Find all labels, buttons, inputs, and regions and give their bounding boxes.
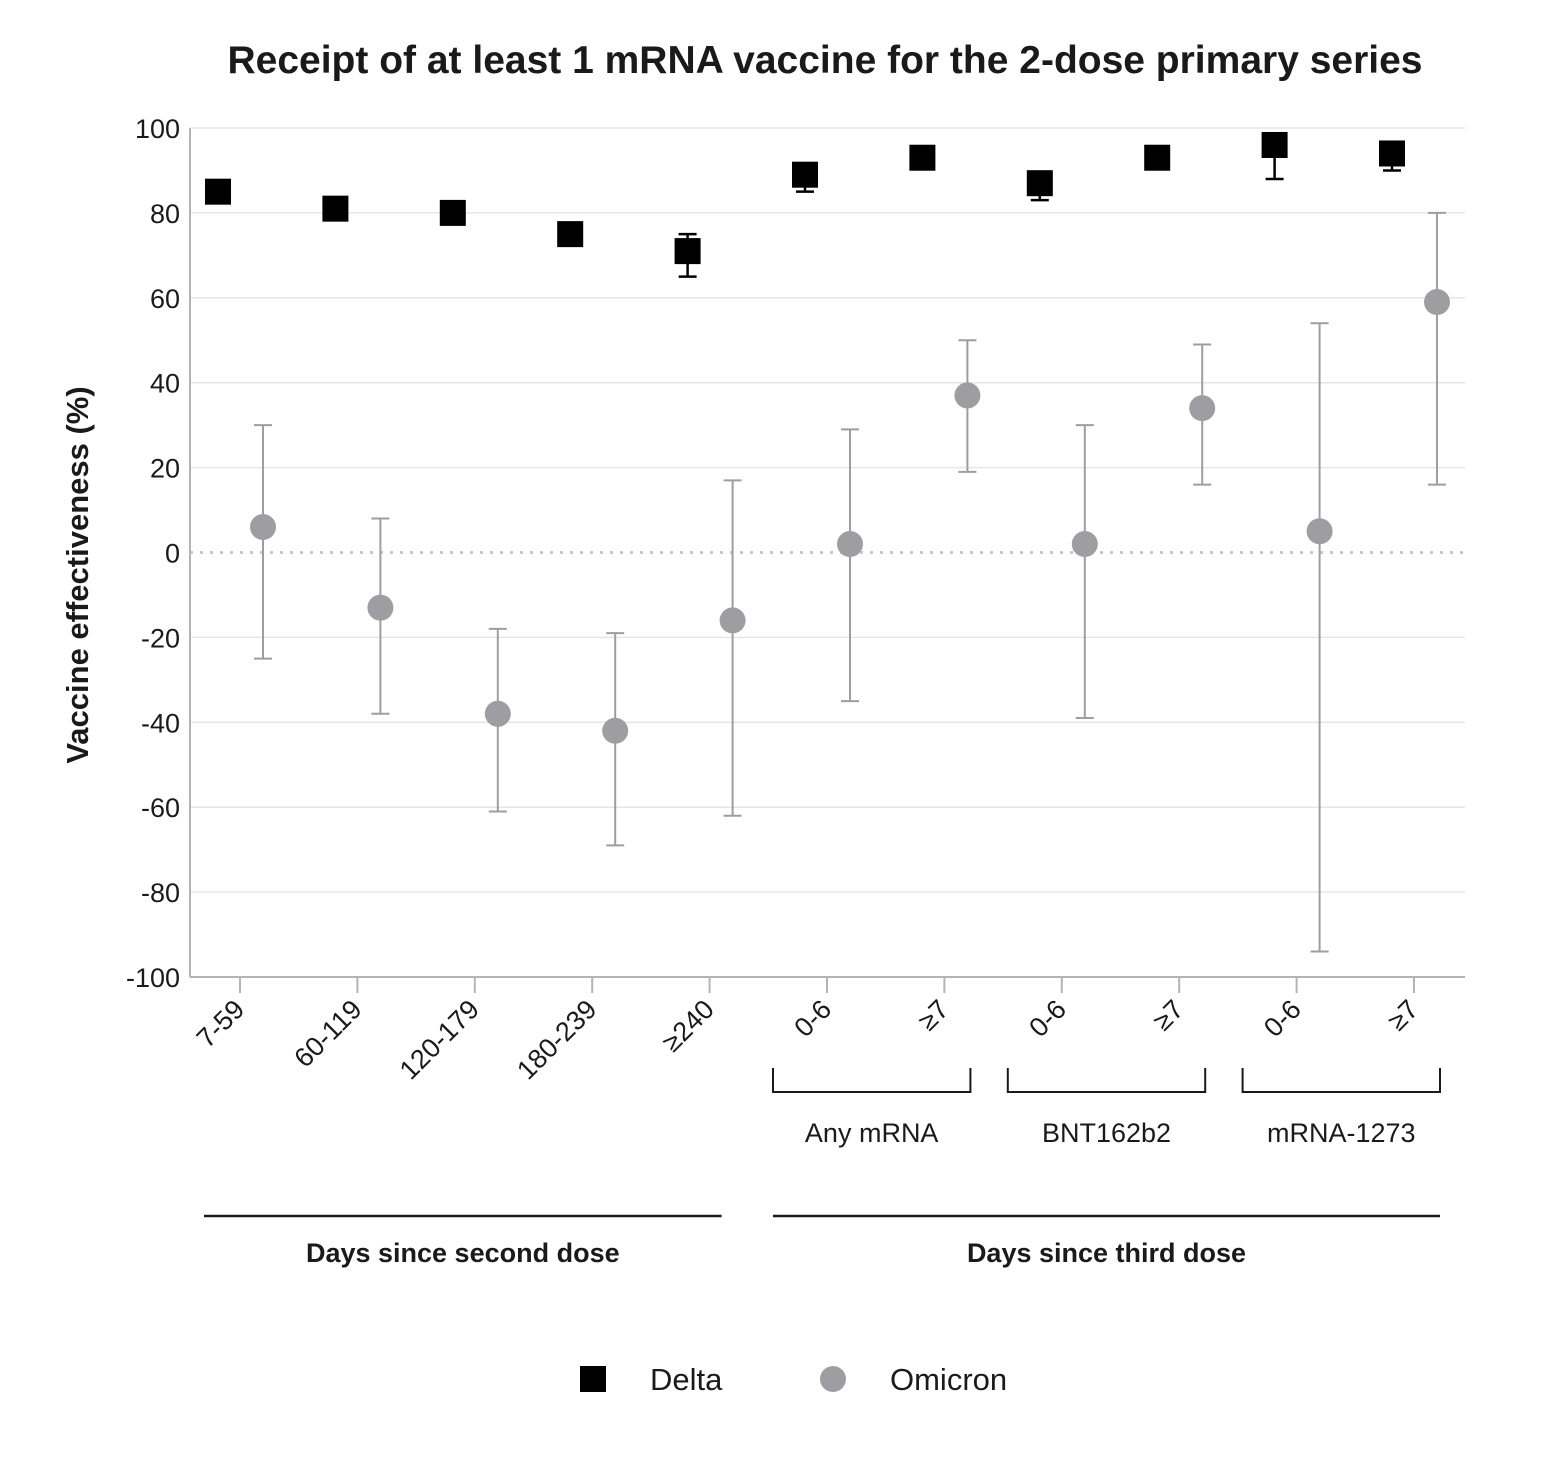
x-tick-label: 180-239 <box>511 994 602 1085</box>
omicron-error-bar <box>254 424 272 660</box>
omicron-point <box>837 531 863 558</box>
y-axis-label: Vaccine effectiveness (%) <box>60 386 95 763</box>
x-tick-label: ≥7 <box>1382 994 1424 1036</box>
delta-point <box>792 161 818 188</box>
delta-series <box>205 131 1405 278</box>
omicron-error-bar <box>841 428 859 703</box>
y-tick-label: -20 <box>141 623 180 653</box>
omicron-point <box>250 514 276 541</box>
x-tick-label: ≥7 <box>1147 994 1189 1036</box>
y-tick-label: 100 <box>135 114 180 144</box>
delta-point <box>1026 170 1053 197</box>
subgroup-label: mRNA-1273 <box>1267 1118 1416 1148</box>
y-tick-label: 20 <box>150 454 180 484</box>
legend: Delta Omicron <box>580 1362 1007 1397</box>
y-tick-label: -60 <box>141 793 180 823</box>
delta-point <box>1379 140 1405 167</box>
delta-legend-marker <box>580 1366 606 1392</box>
chart-title: Receipt of at least 1 mRNA vaccine for t… <box>227 39 1422 82</box>
x-tick-label: 7-59 <box>191 994 250 1053</box>
axes: 100 80 60 40 20 0 -20 -40 -60 -80 -100 7-59 60-119 12… <box>126 114 1465 1085</box>
delta-point <box>322 195 349 222</box>
omicron-point <box>1071 531 1098 558</box>
y-tick-label: -100 <box>126 963 180 993</box>
x-tick-label: 120-179 <box>394 994 485 1085</box>
omicron-point <box>484 700 511 727</box>
subgroup-brackets: Any mRNA BNT162b2 mRNA-1273 Days since seco… <box>204 1068 1441 1268</box>
omicron-point <box>719 607 746 634</box>
y-tick-label: 0 <box>165 539 180 569</box>
omicron-legend-label: Omicron <box>890 1362 1007 1397</box>
omicron-point <box>1424 289 1450 316</box>
x-tick-label: 0-6 <box>1258 994 1307 1043</box>
y-tick-label: -80 <box>141 878 180 908</box>
omicron-series <box>250 211 1450 953</box>
y-tick-label: 60 <box>150 284 180 314</box>
delta-point <box>205 178 231 205</box>
subgroup-label: BNT162b2 <box>1042 1118 1171 1148</box>
omicron-point <box>1306 518 1333 545</box>
omicron-point <box>1189 395 1216 422</box>
x-tick-label: ≥7 <box>912 994 954 1036</box>
subgroup-bracket <box>772 1068 972 1093</box>
omicron-point <box>602 717 629 744</box>
y-tick-label: -40 <box>141 708 180 738</box>
delta-point <box>1261 131 1288 158</box>
omicron-error-bar <box>1075 424 1094 720</box>
omicron-legend-marker <box>820 1366 846 1392</box>
section-label: Days since second dose <box>306 1238 620 1268</box>
subgroup-bracket <box>1241 1068 1441 1093</box>
delta-point <box>674 238 701 265</box>
x-tick-label: 0-6 <box>788 994 837 1043</box>
omicron-point <box>367 594 394 621</box>
delta-point <box>1144 144 1171 171</box>
omicron-point <box>954 382 981 409</box>
omicron-error-bar <box>1428 211 1446 486</box>
subgroup-bracket <box>1006 1068 1207 1093</box>
x-tick-label: 60-119 <box>288 994 367 1073</box>
delta-legend-label: Delta <box>650 1362 723 1397</box>
y-tick-label: 80 <box>150 199 180 229</box>
delta-point <box>557 221 584 248</box>
omicron-error-bar <box>1310 322 1329 953</box>
omicron-error-bar <box>723 479 742 817</box>
gridlines <box>190 127 1465 893</box>
section-label: Days since third dose <box>967 1238 1246 1268</box>
x-tick-label: 0-6 <box>1023 994 1072 1043</box>
y-tick-label: 40 <box>150 369 180 399</box>
delta-point <box>909 144 936 171</box>
x-tick-label: ≥240 <box>656 994 720 1058</box>
subgroup-label: Any mRNA <box>805 1118 939 1148</box>
delta-point <box>439 199 466 226</box>
